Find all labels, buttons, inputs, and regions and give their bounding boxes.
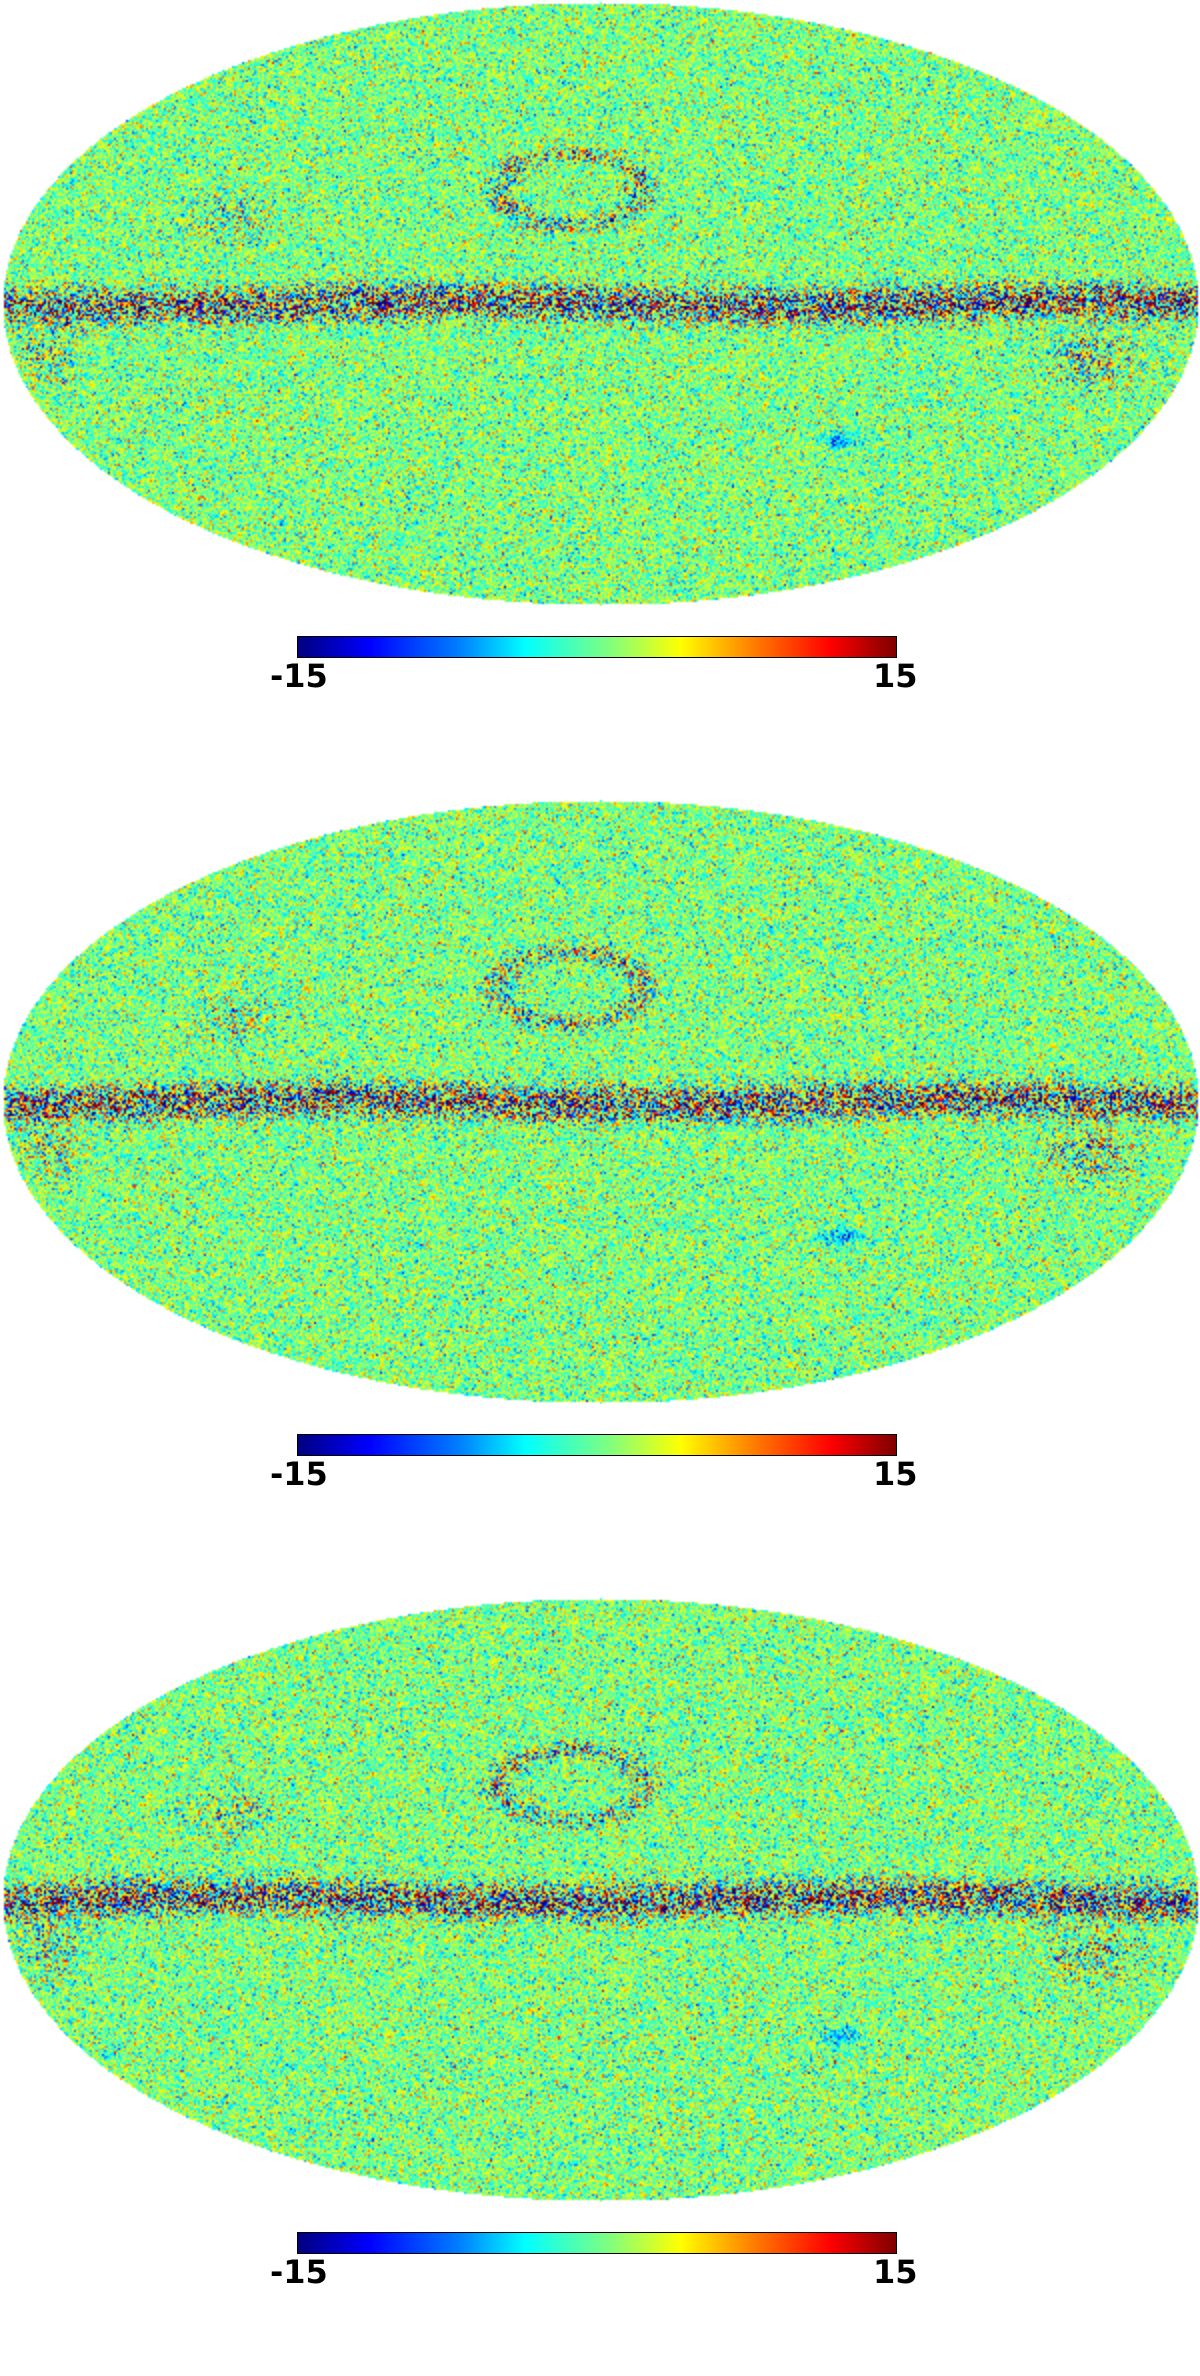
- mollweide-sky-map: [0, 798, 1200, 1404]
- colorbar: [297, 2232, 897, 2254]
- colorbar-max-label: 15: [873, 657, 918, 695]
- colorbar-max-label: 15: [873, 2253, 918, 2291]
- map-panel-2: -15 15: [0, 798, 1200, 1578]
- colorbar: [297, 1434, 897, 1456]
- colorbar-min-label: -15: [270, 657, 328, 695]
- map-panel-3: -15 15: [0, 1596, 1200, 2376]
- colorbar: [297, 636, 897, 658]
- map-panel-1: -15 15: [0, 0, 1200, 780]
- mollweide-sky-map: [0, 0, 1200, 606]
- mollweide-sky-map: [0, 1596, 1200, 2202]
- colorbar-max-label: 15: [873, 1455, 918, 1493]
- colorbar-min-label: -15: [270, 2253, 328, 2291]
- colorbar-min-label: -15: [270, 1455, 328, 1493]
